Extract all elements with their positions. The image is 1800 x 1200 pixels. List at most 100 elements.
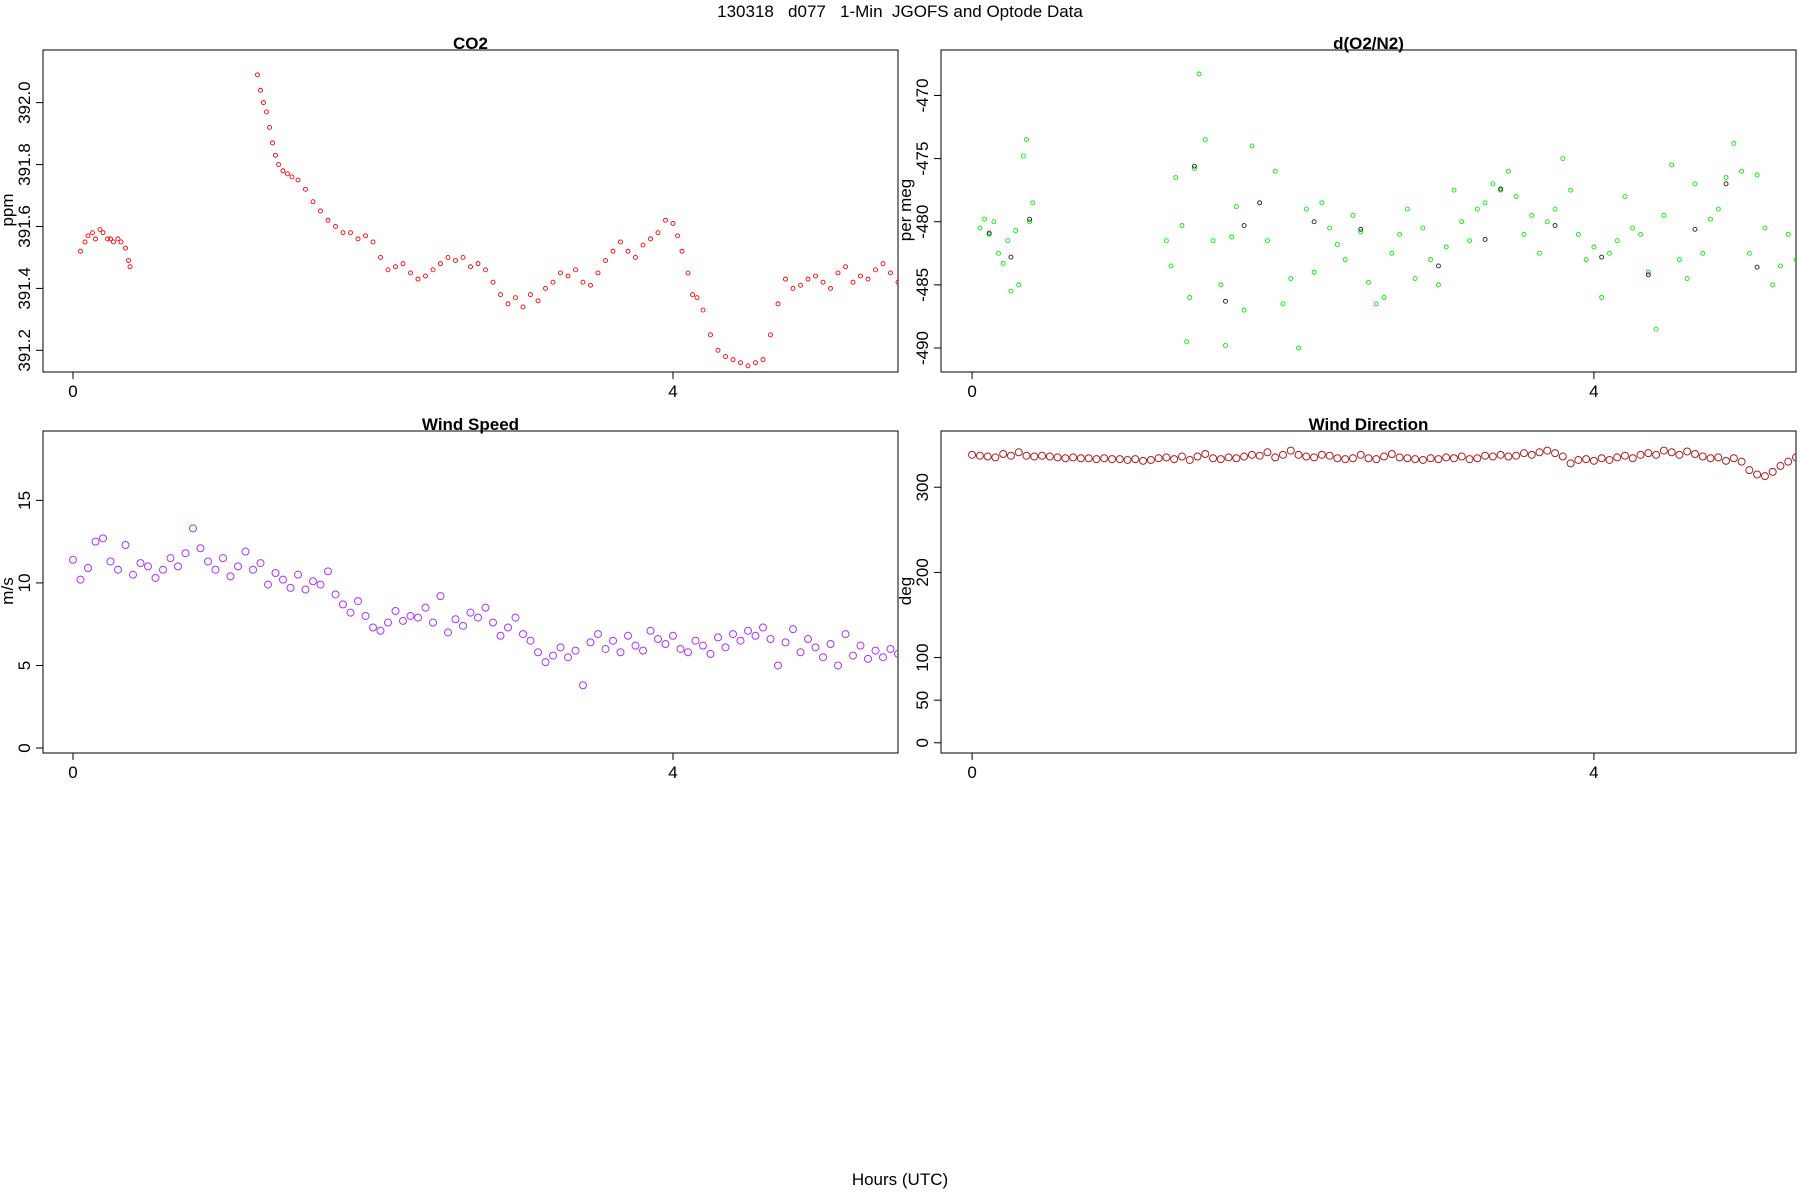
data-point xyxy=(481,603,490,612)
data-point xyxy=(1008,254,1014,260)
data-point xyxy=(354,597,362,606)
y-axis-label: m/s xyxy=(0,577,17,604)
data-point xyxy=(106,557,115,566)
data-point xyxy=(99,534,107,543)
data-point xyxy=(1317,450,1326,459)
data-point xyxy=(1100,454,1109,463)
data-point xyxy=(586,638,595,647)
data-point xyxy=(894,649,898,658)
data-point xyxy=(670,220,676,226)
page-title: 130318 d077 1-Min JGOFS and Optode Data xyxy=(717,2,1083,21)
panel-title: Wind Speed xyxy=(422,415,519,434)
data-point xyxy=(655,230,661,236)
data-point xyxy=(1420,225,1426,231)
plot-frame xyxy=(42,430,899,754)
data-point xyxy=(1652,450,1661,459)
data-point xyxy=(699,641,707,650)
data-point xyxy=(1498,186,1504,192)
data-point xyxy=(325,217,331,223)
data-point xyxy=(1768,467,1777,476)
data-point xyxy=(1457,452,1466,461)
data-point xyxy=(294,570,302,579)
data-point xyxy=(391,606,400,615)
data-point xyxy=(1030,452,1039,461)
data-point xyxy=(1013,228,1019,234)
data-point xyxy=(804,635,812,644)
y-tick-label: 100 xyxy=(913,643,932,671)
data-point xyxy=(93,236,98,242)
y-tick-label: -470 xyxy=(913,78,932,112)
data-point xyxy=(1505,168,1511,174)
data-point xyxy=(1356,450,1365,459)
data-point xyxy=(858,273,863,279)
panel-wind-direction: Wind Direction 0 4 0 50 100 200 300 deg xyxy=(896,415,1797,782)
data-point xyxy=(633,254,638,260)
data-point xyxy=(318,208,323,214)
data-point xyxy=(1638,231,1643,237)
data-point xyxy=(991,453,1000,462)
panel-title: CO2 xyxy=(453,34,488,53)
data-point xyxy=(1061,454,1070,463)
data-point xyxy=(219,554,227,563)
data-point xyxy=(295,177,301,183)
data-point xyxy=(1233,204,1239,210)
data-point xyxy=(123,245,128,251)
data-point xyxy=(496,631,505,640)
data-point xyxy=(798,282,803,288)
data-point xyxy=(271,569,280,578)
data-point xyxy=(594,630,602,639)
data-point xyxy=(100,230,106,236)
data-point xyxy=(111,239,116,245)
data-point xyxy=(429,618,437,627)
data-point xyxy=(625,248,631,254)
data-point xyxy=(1566,459,1575,468)
data-point xyxy=(610,248,616,254)
data-point xyxy=(1708,216,1713,222)
panel-wind-speed: Wind Speed 0 4 0 5 10 15 m/s xyxy=(0,415,899,782)
data-series xyxy=(968,446,1796,481)
data-point xyxy=(1746,250,1752,256)
data-point xyxy=(1255,451,1264,460)
data-point xyxy=(129,570,137,579)
data-point xyxy=(136,559,145,568)
data-point xyxy=(489,618,497,627)
data-point xyxy=(1115,455,1124,464)
data-point xyxy=(1272,168,1278,174)
y-tick-label: -480 xyxy=(913,205,932,239)
y-tick-label: -475 xyxy=(913,142,932,176)
data-point xyxy=(1154,454,1163,463)
data-point xyxy=(1139,456,1148,465)
data-point xyxy=(1473,454,1482,463)
data-point xyxy=(1729,454,1738,463)
data-point xyxy=(1753,470,1762,479)
data-point xyxy=(1723,181,1729,187)
data-point xyxy=(303,186,308,192)
data-point xyxy=(796,648,805,657)
data-point xyxy=(1793,257,1796,263)
data-point xyxy=(490,279,496,285)
data-point xyxy=(1692,226,1698,232)
data-point xyxy=(1218,282,1224,288)
data-point xyxy=(1311,269,1317,275)
data-point xyxy=(999,450,1008,458)
data-point xyxy=(241,547,250,556)
data-point xyxy=(1459,219,1465,225)
data-point xyxy=(267,124,272,130)
data-series xyxy=(78,72,898,369)
data-point xyxy=(97,227,103,233)
data-point xyxy=(1179,223,1185,228)
data-point xyxy=(460,254,466,260)
data-point xyxy=(520,304,526,310)
data-point xyxy=(400,261,406,267)
data-point xyxy=(558,270,563,276)
data-point xyxy=(813,273,818,279)
data-point xyxy=(1529,212,1535,218)
data-point xyxy=(1551,449,1560,458)
data-point xyxy=(369,623,377,632)
y-tick-label: 5 xyxy=(15,661,34,670)
data-point xyxy=(1737,457,1746,466)
data-point xyxy=(864,654,872,663)
data-point xyxy=(1482,236,1488,242)
data-point xyxy=(174,562,182,571)
data-point xyxy=(316,580,325,589)
